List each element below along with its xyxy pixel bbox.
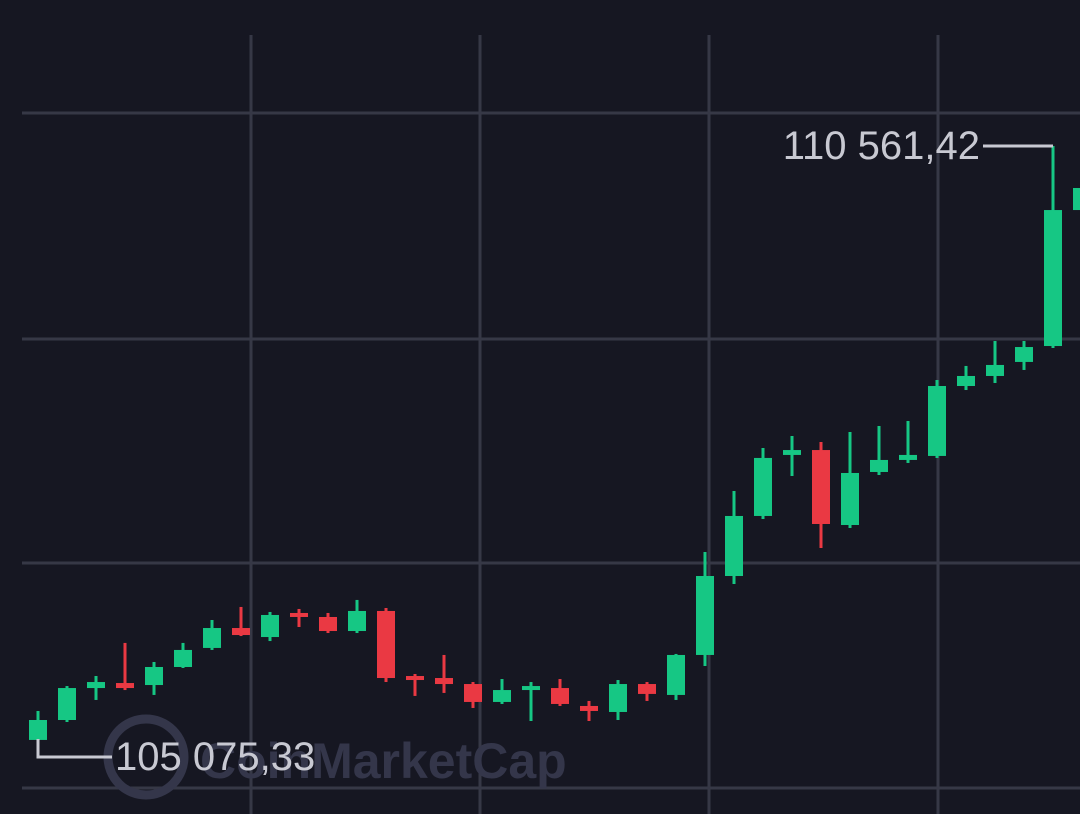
candle-body: [986, 364, 1004, 376]
candle-body: [203, 628, 221, 648]
grid: [22, 35, 1080, 814]
candle-body: [899, 454, 917, 460]
candle-body: [464, 684, 482, 702]
candle-body: [435, 678, 453, 685]
annotation-label: 105 075,33: [115, 735, 315, 779]
candle-body: [319, 616, 337, 632]
annotation-line: [36, 738, 112, 759]
watermark-text: CoinMarketCap: [200, 733, 567, 789]
candle-body: [232, 628, 250, 636]
candle-body: [261, 614, 279, 638]
candle-body: [87, 682, 105, 689]
candle-body: [174, 649, 192, 667]
candle-body: [609, 684, 627, 712]
candle-body: [29, 720, 47, 740]
candle-body: [58, 688, 76, 721]
candle-body: [522, 686, 540, 691]
candle-body: [841, 472, 859, 525]
candle-body: [493, 690, 511, 702]
candle-body: [348, 610, 366, 632]
annotations: 110 561,42 105 075,33: [36, 124, 1053, 779]
candle-body: [1015, 347, 1033, 362]
candle-body: [145, 666, 163, 686]
candle-body: [812, 450, 830, 524]
candle-body: [783, 450, 801, 455]
candle-body: [928, 386, 946, 456]
candle-body: [116, 683, 134, 689]
annotation-label: 110 561,42: [783, 124, 980, 168]
candles: [29, 145, 1080, 757]
candle-body: [696, 576, 714, 655]
candle-body: [725, 515, 743, 577]
candle-body: [667, 654, 685, 695]
candle-body: [290, 612, 308, 617]
watermark: CoinMarketCap: [103, 714, 567, 800]
candle-body: [1073, 187, 1080, 211]
candle-body: [957, 375, 975, 387]
candle-body: [551, 688, 569, 704]
candle-body: [870, 459, 888, 472]
candle-body: [580, 705, 598, 711]
candle-body: [406, 676, 424, 681]
candle-body: [377, 610, 395, 679]
candle-body: [1044, 210, 1062, 347]
candle-body: [754, 457, 772, 516]
candle-body: [638, 684, 656, 694]
